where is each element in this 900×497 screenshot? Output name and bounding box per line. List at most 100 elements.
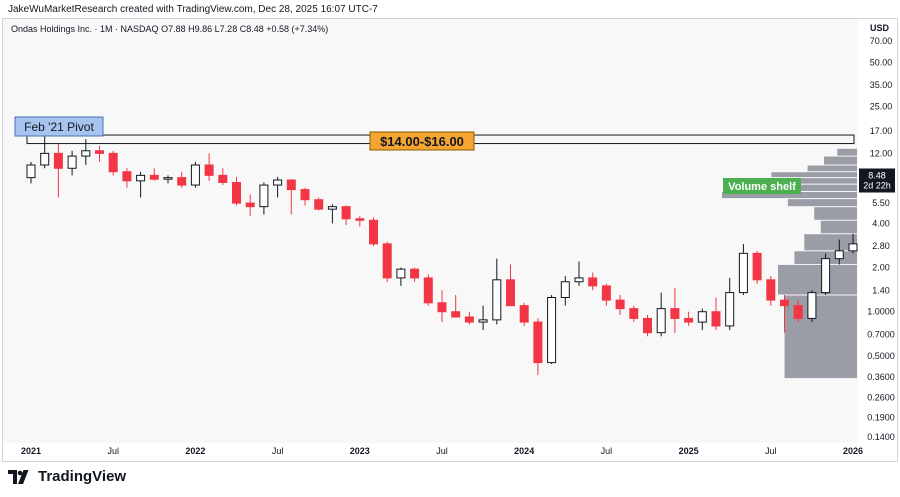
candle-down [519,305,529,323]
candle-down [780,299,789,307]
candle-down [766,279,776,301]
candle-down [464,316,474,323]
candle-down [752,252,762,281]
y-tick-label: 12.00 [870,148,893,158]
candle-up [259,184,269,208]
candle-up [81,150,91,157]
candle-down [588,277,598,287]
y-tick-label: 5.50 [872,198,890,208]
chart-frame[interactable]: 0.1400 0.1900 0.2600 0.3600 0.5000 0.7000 1.00… [2,18,898,462]
candle-up [273,179,283,186]
candle-up [327,206,337,210]
ohlc-low: L7.28 [214,24,238,34]
candle-down [369,219,378,245]
y-tick-label: 0.1900 [867,413,895,423]
candle-down [286,179,296,191]
x-tick-label: Jul [765,446,777,456]
candle-up [40,152,50,166]
y-tick-label: 1.0000 [867,307,895,317]
candle-down [670,308,680,319]
candle-up [396,268,406,279]
candle-down [615,299,625,310]
x-tick-label: Jul [436,446,448,456]
volume-profile-bar [824,156,857,165]
last-price-tag [859,168,895,193]
currency-label[interactable]: USD [869,23,889,33]
x-tick-label: 2024 [514,446,534,456]
candle-up [848,243,858,252]
ohlc-change: +0.58 (+7.34%) [266,24,329,34]
volume-profile-bar [787,199,857,207]
candle-up [478,319,488,323]
y-tick-label: 0.7000 [867,329,895,339]
candle-up [574,277,584,283]
candle-down [684,317,694,323]
candle-down [793,305,803,319]
candle-down [506,279,515,307]
candle-down [410,268,420,279]
volume-profile-bar [777,264,857,295]
volume-shelf-label: Volume shelf [728,181,796,193]
volume-profile-bar [814,207,857,220]
candle-down [108,152,118,173]
candle-up [547,296,557,364]
candle-down [643,317,652,334]
candle-down [245,202,255,208]
candle-down [629,308,639,319]
candle-up [163,177,173,180]
tradingview-wordmark: TradingView [38,468,127,485]
y-tick-label: 4.00 [872,218,890,228]
candle-down [601,285,611,301]
candle-down [314,199,324,210]
candle-down [382,243,392,279]
footer-brand[interactable]: TradingView [8,468,126,485]
volume-profile-bar [807,165,857,172]
x-tick-label: Jul [107,446,119,456]
candle-down [437,302,447,313]
y-tick-label: 50.00 [870,57,893,67]
pivot-label: Feb '21 Pivot [24,120,94,134]
volume-profile-bar [787,184,857,191]
y-tick-label: 0.1400 [867,432,895,442]
y-tick-label: 0.3600 [867,372,895,382]
volume-profile-bar [745,178,857,184]
candle-down [232,181,241,204]
candle-up [738,252,748,294]
candle-up [560,281,570,298]
y-tick-label: 0.2600 [867,393,895,403]
candle-down [95,150,104,154]
tradingview-logo-icon [8,469,29,484]
candle-down [218,174,228,183]
candle-down [423,277,433,304]
chart-pane[interactable] [3,19,858,443]
volume-profile-bar [722,191,857,199]
candle-up [67,155,77,169]
candle-down [122,171,132,182]
x-tick-label: 2026 [843,446,863,456]
candle-down [355,218,365,221]
candle-down [711,311,721,327]
candle-up [492,279,502,321]
candle-up [821,258,831,294]
attribution-text: JakeWuMarketResearch created with Tradin… [8,4,378,15]
candle-down [53,152,63,169]
y-tick-label: 25.00 [870,102,893,112]
y-tick-label: 17.00 [870,126,893,136]
candle-up [725,292,735,327]
ohlc-high: H9.86 [188,24,213,34]
y-tick-label: 1.40 [872,285,890,295]
x-tick-label: 2023 [350,446,370,456]
candle-up [136,174,146,182]
y-tick-label: 2.00 [872,263,890,273]
candlestick-chart[interactable]: 0.1400 0.1900 0.2600 0.3600 0.5000 0.7000 1.00… [3,19,897,461]
candle-down [149,174,159,180]
zone-label: $14.00-$16.00 [380,134,464,149]
ohlc-close: C8.48 [239,24,264,34]
x-tick-label: Jul [601,446,613,456]
candle-down [341,206,351,220]
candle-down [177,177,187,186]
x-tick-label: 2025 [679,446,699,456]
candle-up [26,164,36,179]
candle-up [807,292,817,319]
y-tick-label: 2.80 [872,241,890,251]
